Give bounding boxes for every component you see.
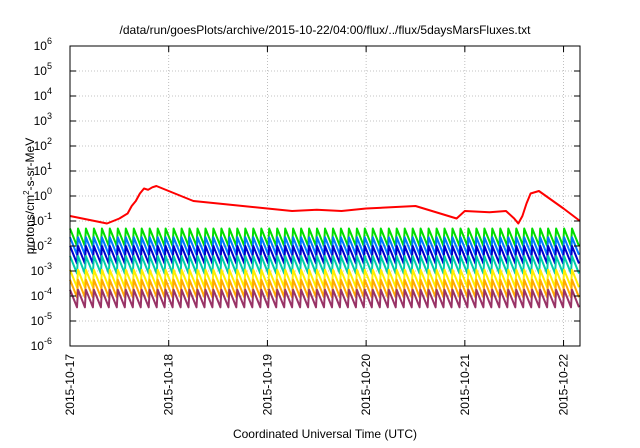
y-tick-label: 104 xyxy=(34,86,52,103)
y-tick-exp: -3 xyxy=(44,261,52,271)
y-tick-label: 10-3 xyxy=(31,261,52,278)
y-tick-base: 10 xyxy=(31,214,45,228)
y-tick-exp: -5 xyxy=(44,311,52,321)
y-tick-base: 10 xyxy=(34,189,48,203)
y-tick-exp: 5 xyxy=(47,61,52,71)
x-axis-label: Coordinated Universal Time (UTC) xyxy=(233,427,417,441)
y-tick-label: 10-2 xyxy=(31,236,52,253)
y-tick-exp: 4 xyxy=(47,86,52,96)
x-tick-label: 2015-10-17 xyxy=(63,354,77,416)
y-tick-label: 10-1 xyxy=(31,211,52,228)
y-tick-label: 10-5 xyxy=(31,311,52,328)
y-axis-label-sup: 2 xyxy=(22,190,31,195)
y-tick-base: 10 xyxy=(34,89,48,103)
y-tick-base: 10 xyxy=(31,289,45,303)
x-tick-label: 2015-10-21 xyxy=(458,354,472,416)
y-tick-exp: 6 xyxy=(47,36,52,46)
series-line-8 xyxy=(69,288,580,309)
y-tick-label: 10-4 xyxy=(31,286,52,303)
y-tick-label: 102 xyxy=(34,136,52,153)
y-tick-base: 10 xyxy=(34,114,48,128)
y-tick-label: 100 xyxy=(34,186,52,203)
y-tick-label: 105 xyxy=(34,61,52,78)
y-tick-base: 10 xyxy=(31,314,45,328)
y-tick-exp: -1 xyxy=(44,211,52,221)
y-tick-exp: 0 xyxy=(47,186,52,196)
y-tick-label: 10-6 xyxy=(31,336,52,353)
y-tick-exp: 1 xyxy=(47,161,52,171)
y-tick-label: 103 xyxy=(34,111,52,128)
y-tick-exp: -4 xyxy=(44,286,52,296)
y-axis-label: protons/cm2-s-sr-MeV xyxy=(22,138,37,254)
y-tick-base: 10 xyxy=(34,64,48,78)
y-tick-base: 10 xyxy=(34,139,48,153)
y-tick-label: 106 xyxy=(34,36,52,53)
series-line-1 xyxy=(69,185,581,225)
chart-title: /data/run/goesPlots/archive/2015-10-22/0… xyxy=(120,23,532,37)
y-tick-exp: -6 xyxy=(44,336,52,346)
y-tick-base: 10 xyxy=(31,264,45,278)
y-tick-base: 10 xyxy=(31,339,45,353)
y-tick-base: 10 xyxy=(34,164,48,178)
y-tick-base: 10 xyxy=(34,39,48,53)
series-group xyxy=(69,185,581,309)
x-tick-label: 2015-10-20 xyxy=(359,354,373,416)
y-tick-exp: 2 xyxy=(47,136,52,146)
x-tick-label: 2015-10-18 xyxy=(162,354,176,416)
y-axis-label-base: protons/cm xyxy=(23,195,37,254)
ticks: 10-610-510-410-310-210-11001011021031041… xyxy=(31,36,580,415)
x-tick-label: 2015-10-22 xyxy=(557,354,571,416)
y-tick-label: 101 xyxy=(34,161,52,178)
y-axis-label-rest: -s-sr-MeV xyxy=(23,138,37,191)
y-tick-base: 10 xyxy=(31,239,45,253)
x-tick-label: 2015-10-19 xyxy=(260,354,274,416)
y-tick-exp: -2 xyxy=(44,236,52,246)
y-tick-exp: 3 xyxy=(47,111,52,121)
